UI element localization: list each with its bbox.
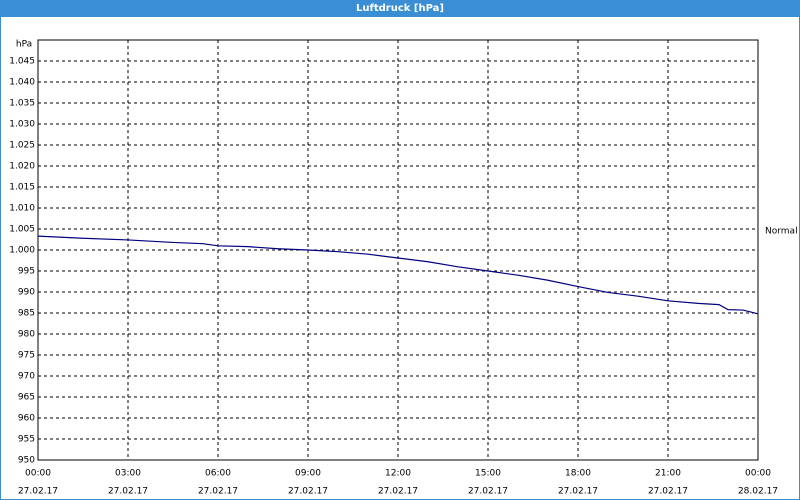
x-tick-label: 06:00 bbox=[205, 469, 231, 479]
y-tick-label: 1.005 bbox=[9, 225, 35, 235]
y-tick-label: 1.045 bbox=[9, 57, 35, 67]
y-tick-label: 975 bbox=[18, 351, 35, 361]
y-tick-label: 1.040 bbox=[9, 78, 35, 88]
x-tick-label: 00:00 bbox=[745, 469, 771, 479]
y-tick-label: 1.010 bbox=[9, 204, 35, 214]
x-tick-date: 27.02.17 bbox=[558, 487, 598, 497]
y-tick-label: 1.030 bbox=[9, 120, 35, 130]
y-tick-label: 1.000 bbox=[9, 246, 35, 256]
chart: 950 955 960 965 970 975 980 985 990 995 1.000 1.005… bbox=[9, 39, 798, 497]
x-tick-label: 18:00 bbox=[565, 469, 591, 479]
y-tick-label: 990 bbox=[18, 288, 35, 298]
x-tick-date: 27.02.17 bbox=[288, 487, 328, 497]
x-tick-date: 27.02.17 bbox=[18, 487, 58, 497]
x-tick-date: 27.02.17 bbox=[108, 487, 148, 497]
title-bar: Luftdruck [hPa] bbox=[1, 1, 799, 17]
x-tick-label: 09:00 bbox=[295, 469, 321, 479]
x-tick-label: 21:00 bbox=[655, 469, 681, 479]
x-tick-label: 12:00 bbox=[385, 469, 411, 479]
y-tick-label: 950 bbox=[18, 456, 35, 466]
y-tick-label: 995 bbox=[18, 267, 35, 277]
plot-border bbox=[37, 39, 759, 461]
x-tick-date: 27.02.17 bbox=[378, 487, 418, 497]
y-tick-label: 970 bbox=[18, 372, 35, 382]
y-tick-label: 1.035 bbox=[9, 99, 35, 109]
x-tick-label: 03:00 bbox=[115, 469, 141, 479]
x-tick-label: 00:00 bbox=[25, 469, 51, 479]
x-tick-date: 27.02.17 bbox=[468, 487, 508, 497]
y-tick-label: 980 bbox=[18, 330, 35, 340]
y-tick-label: 960 bbox=[18, 414, 35, 424]
y-unit-label: hPa bbox=[16, 40, 32, 50]
x-tick-date: 28.02.17 bbox=[738, 487, 778, 497]
y-tick-label: 1.015 bbox=[9, 183, 35, 193]
y-tick-label: 955 bbox=[18, 435, 35, 445]
y-tick-label: 1.020 bbox=[9, 162, 35, 172]
data-line bbox=[37, 235, 759, 315]
right-label: Normal bbox=[765, 227, 798, 237]
y-tick-label: 1.025 bbox=[9, 141, 35, 151]
x-tick-label: 15:00 bbox=[475, 469, 501, 479]
y-tick-label: 965 bbox=[18, 393, 35, 403]
x-tick-date: 27.02.17 bbox=[198, 487, 238, 497]
y-tick-label: 985 bbox=[18, 309, 35, 319]
x-tick-date: 27.02.17 bbox=[648, 487, 688, 497]
